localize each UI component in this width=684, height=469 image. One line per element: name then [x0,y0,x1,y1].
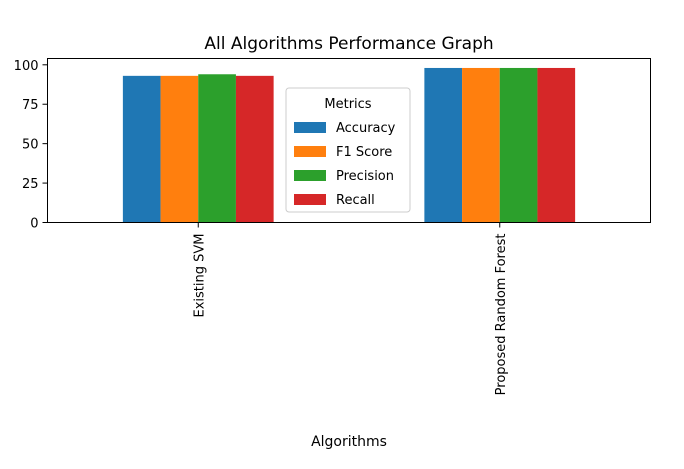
x-axis-label: Algorithms [311,434,387,450]
chart-title: All Algorithms Performance Graph [204,34,493,54]
legend-swatch [294,194,326,205]
bar-f1-score-1 [462,67,500,223]
legend-swatch [294,170,326,181]
legend-swatch [294,122,326,133]
y-tick-label: 25 [22,177,39,192]
bar-precision-0 [198,74,236,223]
bar-accuracy-1 [424,67,463,223]
legend-title: Metrics [324,97,371,112]
legend-swatch [294,146,326,157]
x-tick-label: Existing SVM [192,234,207,318]
x-tick-label: Proposed Random Forest [494,234,509,396]
y-tick-label: 75 [22,98,39,113]
y-tick-label: 100 [14,59,39,74]
y-tick-label: 0 [30,217,38,232]
legend-label: Recall [336,193,375,208]
legend-label: Accuracy [336,121,396,136]
bar-recall-1 [537,67,576,223]
y-tick-label: 50 [22,138,39,153]
bar-f1-score-0 [160,75,199,223]
bar-recall-0 [235,75,274,223]
plot-frame [47,58,651,223]
legend-label: Precision [336,169,394,184]
bar-precision-1 [499,67,538,223]
legend-label: F1 Score [336,145,392,160]
bar-accuracy-0 [122,75,161,223]
legend: Metrics Accuracy F1 Score Precision Recall [285,87,411,213]
